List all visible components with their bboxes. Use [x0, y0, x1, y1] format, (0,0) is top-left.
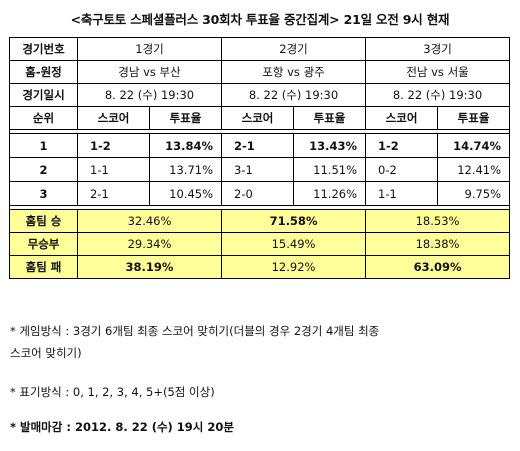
outcome-value: 32.46% [76, 209, 223, 233]
rate-cell: 13.71% [148, 157, 223, 182]
home-away-row: 홈-원정 경남 vs 부산 포항 vs 광주 전남 vs 서울 [9, 60, 511, 84]
game-method-note: * 게임방식 : 3경기 6개팀 최종 스코어 맞히기(더블의 경우 2경기 4… [10, 320, 515, 364]
score-cell: 2-1 [77, 181, 150, 206]
datetime-row: 경기일시 8. 22 (수) 19:30 8. 22 (수) 19:30 8. … [9, 83, 511, 107]
rate-cell: 10.45% [148, 181, 223, 206]
rank-header: 순위 [9, 106, 78, 130]
rate-cell: 11.51% [293, 157, 367, 182]
rate-header: 투표율 [437, 106, 511, 130]
score-cell: 1-1 [365, 181, 439, 206]
game-2-label: 2경기 [221, 37, 367, 61]
rank-cell: 3 [9, 181, 78, 206]
game-1-label: 1경기 [76, 37, 223, 61]
rate-cell: 9.75% [437, 181, 511, 206]
game-1-datetime: 8. 22 (수) 19:30 [76, 83, 223, 107]
outcome-row-home-win: 홈팀 승 32.46% 71.58% 18.53% [9, 209, 511, 233]
outcome-value: 63.09% [365, 255, 511, 279]
table-row: 3 2-1 10.45% 2-0 11.26% 1-1 9.75% [9, 181, 511, 206]
deadline-label: * 발매마감 [10, 420, 63, 434]
score-cell: 2-1 [221, 133, 295, 158]
score-cell: 1-2 [77, 133, 150, 158]
game-number-row: 경기번호 1경기 2경기 3경기 [9, 37, 511, 61]
page-title: <축구토토 스페셜플러스 30회차 투표율 중간집계> 21일 오전 9시 현재 [70, 12, 450, 27]
outcome-label: 무승부 [9, 232, 78, 256]
game-3-teams: 전남 vs 서울 [365, 60, 511, 84]
outcome-value: 15.49% [221, 232, 367, 256]
rank-header-row: 순위 스코어 투표율 스코어 투표율 스코어 투표율 [9, 106, 511, 130]
game-3-datetime: 8. 22 (수) 19:30 [365, 83, 511, 107]
outcome-label: 홈팀 승 [9, 209, 78, 233]
home-away-header: 홈-원정 [9, 60, 78, 84]
rate-cell: 13.43% [293, 133, 367, 158]
rank-cell: 2 [9, 157, 78, 182]
rate-header: 투표율 [148, 106, 223, 130]
outcome-row-draw: 무승부 29.34% 15.49% 18.38% [9, 232, 511, 256]
rate-cell: 11.26% [293, 181, 367, 206]
rank-cell: 1 [9, 133, 78, 158]
outcome-value: 18.53% [365, 209, 511, 233]
rate-cell: 13.84% [148, 133, 223, 158]
deadline-value: : 2012. 8. 22 (수) 19시 20분 [62, 420, 234, 434]
table-row: 1 1-2 13.84% 2-1 13.43% 1-2 14.74% [9, 133, 511, 158]
score-cell: 2-0 [221, 181, 295, 206]
outcome-row-home-loss: 홈팀 패 38.19% 12.92% 63.09% [9, 255, 511, 279]
score-cell: 1-1 [77, 157, 150, 182]
score-cell: 3-1 [221, 157, 295, 182]
score-header: 스코어 [365, 106, 439, 130]
game-number-header: 경기번호 [9, 37, 78, 61]
game-3-label: 3경기 [365, 37, 511, 61]
score-cell: 0-2 [365, 157, 439, 182]
outcome-value: 18.38% [365, 232, 511, 256]
deadline-note: * 발매마감 : 2012. 8. 22 (수) 19시 20분 [10, 416, 515, 438]
score-header: 스코어 [221, 106, 295, 130]
table-row: 2 1-1 13.71% 3-1 11.51% 0-2 12.41% [9, 157, 511, 182]
game-2-teams: 포항 vs 광주 [221, 60, 367, 84]
score-header: 스코어 [77, 106, 150, 130]
score-cell: 1-2 [365, 133, 439, 158]
game-method-line: 스코어 맞히기) [10, 346, 82, 360]
outcome-value: 38.19% [76, 255, 223, 279]
outcome-value: 71.58% [221, 209, 367, 233]
datetime-header: 경기일시 [9, 83, 78, 107]
notation-note: * 표기방식 : 0, 1, 2, 3, 4, 5+(5점 이상) [10, 385, 215, 399]
outcome-label: 홈팀 패 [9, 255, 78, 279]
outcome-value: 12.92% [221, 255, 367, 279]
game-method-line: * 게임방식 : 3경기 6개팀 최종 스코어 맞히기(더블의 경우 2경기 4… [10, 324, 380, 338]
rate-cell: 12.41% [437, 157, 511, 182]
game-2-datetime: 8. 22 (수) 19:30 [221, 83, 367, 107]
vote-rate-table: 경기번호 1경기 2경기 3경기 홈-원정 경남 vs 부산 포항 vs 광주 … [8, 37, 511, 279]
outcome-value: 29.34% [76, 232, 223, 256]
rate-header: 투표율 [293, 106, 367, 130]
game-1-teams: 경남 vs 부산 [76, 60, 223, 84]
rate-cell: 14.74% [437, 133, 511, 158]
